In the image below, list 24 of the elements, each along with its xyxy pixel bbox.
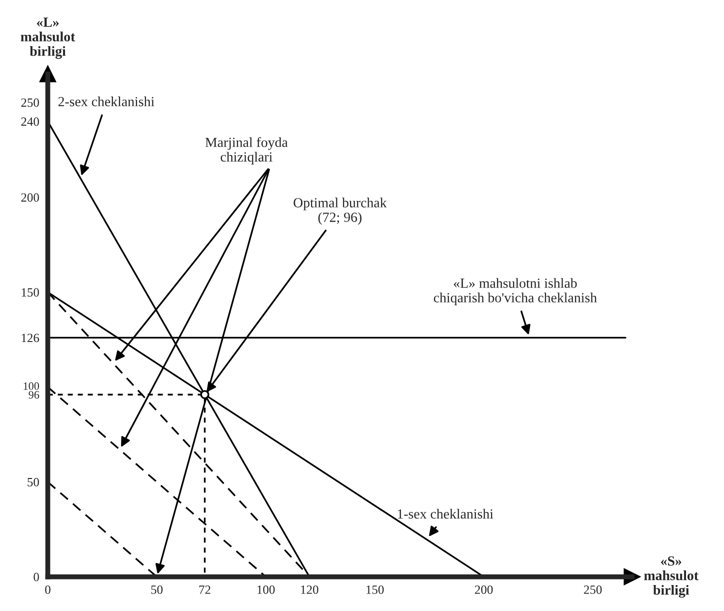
- y-tick-label: 126: [22, 334, 40, 342]
- annotation: Optimal burchak (72; 96): [294, 198, 387, 225]
- x-tick-label: 150: [366, 585, 384, 594]
- x-axis-title: «S» mahsulot birligi: [644, 556, 698, 598]
- x-tick-label: 50: [151, 585, 163, 594]
- x-tick-label: 100: [258, 585, 275, 594]
- x-tick-label: 72: [199, 586, 210, 594]
- y-tick-label: 200: [21, 193, 39, 202]
- x-tick-label: 120: [301, 585, 318, 594]
- x-tick-label: 0: [45, 585, 50, 594]
- y-axis-title: «L» mahsulot birligi: [20, 18, 76, 59]
- y-tick-label: 250: [21, 98, 39, 107]
- y-tick-label: 240: [21, 117, 39, 126]
- x-tick-label: 250: [584, 585, 602, 594]
- y-tick-label: 50: [28, 478, 39, 486]
- y-tick-label: 100: [24, 382, 40, 390]
- y-tick-label: 0: [34, 572, 39, 582]
- annotation: «L» mahsulotni ishlab chiqarish bo'vicha cheklanish: [434, 278, 597, 306]
- annotation: 1-sex cheklanishi: [398, 508, 494, 519]
- annotation: 2-sex cheklanishi: [58, 96, 154, 106]
- y-tick-label: 96: [28, 391, 40, 399]
- x-tick-label: 200: [474, 585, 493, 594]
- annotation: Marjinal foyda chiziqlari: [205, 137, 288, 164]
- y-tick-label: 150: [22, 288, 39, 297]
